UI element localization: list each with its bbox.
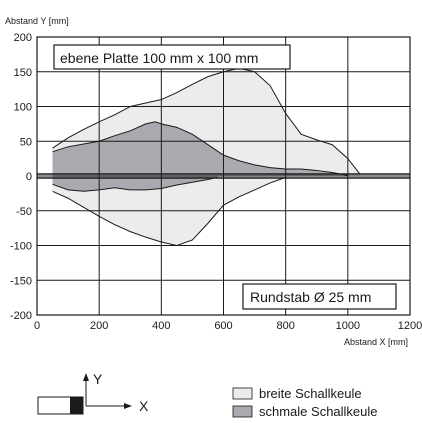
y-tick-label: 200 xyxy=(14,32,32,44)
x-tick-label: 800 xyxy=(276,320,294,332)
y-tick-label: -100 xyxy=(10,241,32,253)
y-tick-label: -200 xyxy=(10,310,32,322)
series-upper-edge-breite xyxy=(52,67,361,175)
y-tick-label: -50 xyxy=(16,206,32,218)
x-tick-label: 200 xyxy=(90,320,108,332)
x-tick-label: 0 xyxy=(34,320,40,332)
x-arrow-label: X xyxy=(139,398,149,414)
x-tick-labels: 0 200 400 600 800 1000 1200 xyxy=(34,320,422,332)
annotation-bottom: Rundstab Ø 25 mm xyxy=(242,283,397,310)
y-tick-label: 150 xyxy=(14,67,32,79)
legend-label-schmale: schmale Schallkeule xyxy=(259,404,378,419)
x-tick-label: 1000 xyxy=(336,320,360,332)
y-axis-title: Abstand Y [mm] xyxy=(5,16,69,26)
y-arrow-head xyxy=(83,373,89,381)
y-tick-labels: 200 150 100 50 0 -50 -100 -150 -200 xyxy=(10,32,32,322)
sensor-head xyxy=(70,397,83,414)
x-tick-label: 600 xyxy=(214,320,232,332)
y-tick-label: -150 xyxy=(10,275,32,287)
grid xyxy=(36,36,411,316)
legend-label-breite: breite Schallkeule xyxy=(259,386,362,401)
annotation-bottom-text: Rundstab Ø 25 mm xyxy=(250,289,371,305)
plot-frame xyxy=(36,36,411,316)
x-tick-label: 400 xyxy=(152,320,170,332)
legend-swatch-breite xyxy=(232,387,253,400)
series-lower-edge-breite xyxy=(52,176,286,247)
annotation-top-text: ebene Platte 100 mm x 100 mm xyxy=(60,50,258,66)
sensor-diagram: Y X xyxy=(37,371,149,415)
annotation-top: ebene Platte 100 mm x 100 mm xyxy=(53,44,291,70)
x-axis-title: Abstand X [mm] xyxy=(344,337,408,347)
x-arrow-head xyxy=(124,403,132,409)
series-upper-edge-schmale xyxy=(52,121,348,176)
y-tick-label: 50 xyxy=(20,136,32,148)
y-tick-label: 100 xyxy=(14,102,32,114)
legend-swatch-schmale xyxy=(232,405,253,418)
x-tick-label: 1200 xyxy=(398,320,422,332)
legend: breite Schallkeule schmale Schallkeule xyxy=(232,386,378,419)
y-tick-label: 0 xyxy=(26,171,32,183)
y-arrow-label: Y xyxy=(93,371,103,387)
series-lower-edge-schmale xyxy=(52,176,218,192)
